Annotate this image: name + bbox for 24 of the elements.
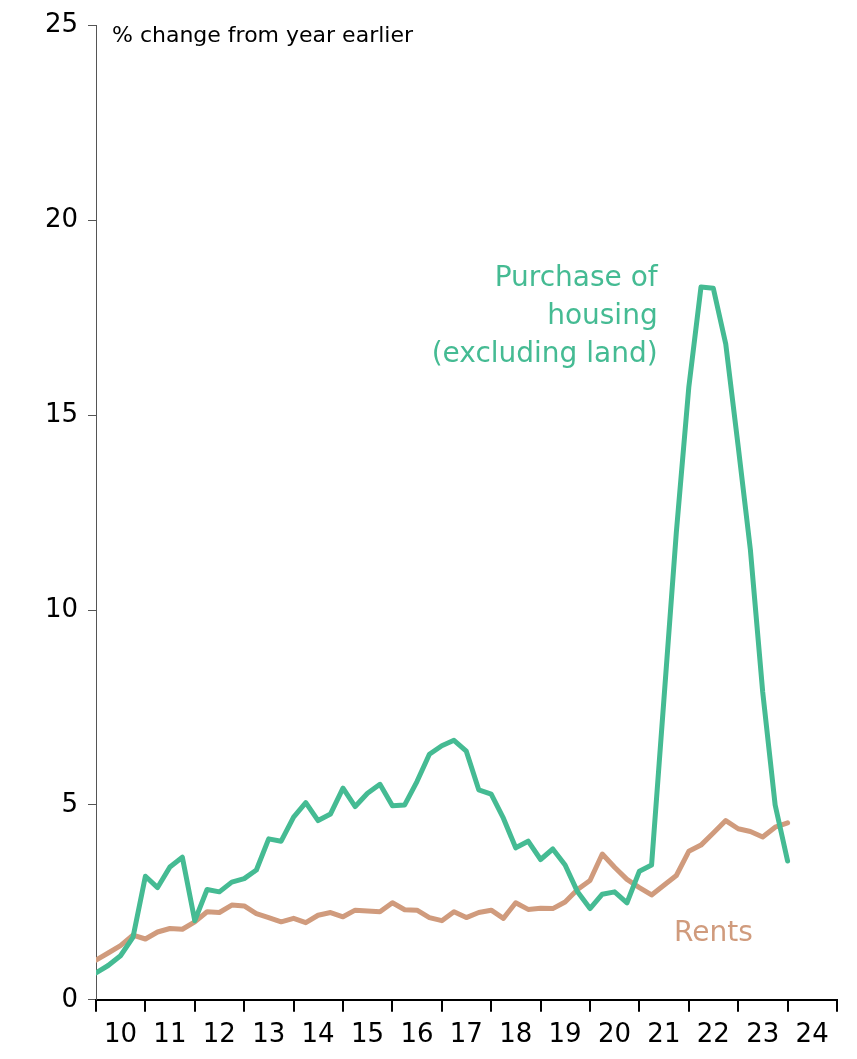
x-tick-label: 24: [795, 1018, 829, 1049]
x-tick-label: 11: [153, 1018, 187, 1049]
y-tick-label: 20: [44, 203, 78, 234]
x-tick-label: 18: [499, 1018, 533, 1049]
y-axis-title: % change from year earlier: [112, 22, 414, 48]
x-tick-label: 20: [598, 1018, 632, 1049]
x-tick-label: 15: [350, 1018, 385, 1049]
x-tick-label: 13: [252, 1018, 286, 1049]
x-tick-label: 23: [746, 1018, 780, 1049]
x-tick-label: 14: [301, 1018, 335, 1049]
y-tick-label: 15: [44, 398, 78, 429]
y-tick-label: 0: [61, 982, 78, 1013]
series-label: Purchase of housing (excluding land): [431, 259, 659, 369]
x-tick-label: 17: [449, 1018, 483, 1049]
x-tick-label: 10: [103, 1018, 138, 1049]
series-label: Rents: [673, 915, 753, 949]
x-tick-label: 19: [548, 1018, 582, 1049]
x-tick-label: 16: [400, 1018, 434, 1049]
x-tick-label: 12: [202, 1018, 236, 1049]
x-tick-label: 21: [647, 1018, 681, 1049]
x-tick-label: 22: [696, 1018, 730, 1049]
y-tick-label: 10: [44, 592, 78, 623]
y-tick-label: 25: [44, 8, 78, 39]
y-tick-label: 5: [61, 787, 78, 818]
